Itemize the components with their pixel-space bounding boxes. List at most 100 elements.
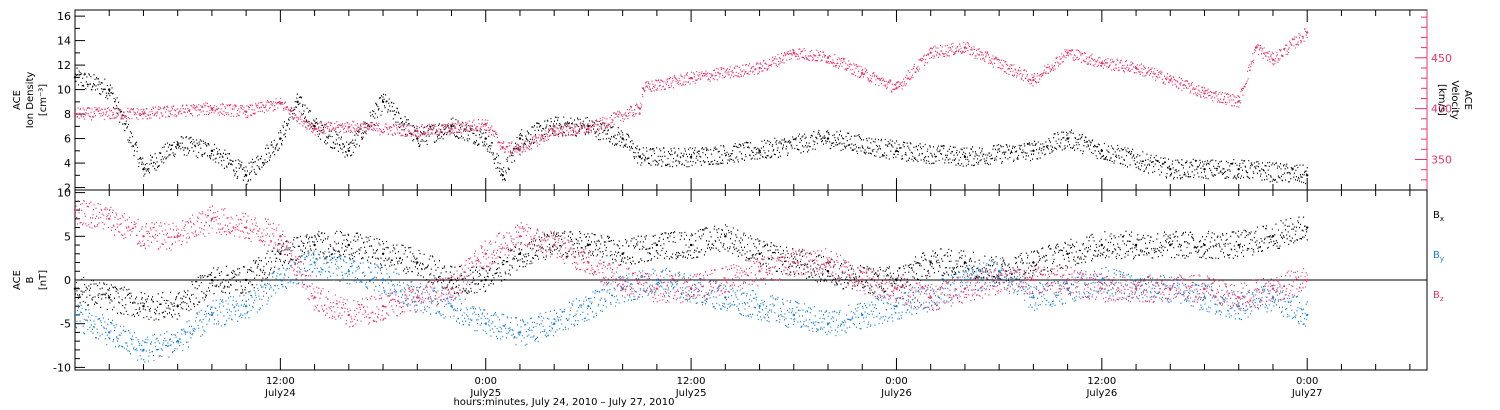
bottom-point-2-34 (1237, 296, 1240, 299)
x-tick-time-label: 12:00 (1087, 376, 1116, 387)
top-right-axis-title-3: [km/s] (1436, 84, 1447, 116)
top-point-1-10 (501, 146, 504, 149)
bottom-point-0-18 (689, 243, 693, 247)
top-panel-frame (74, 9, 1428, 191)
bottom-series-2-dots (75, 199, 1308, 328)
bottom-point-1-21 (792, 313, 795, 317)
bottom-point-2-3 (176, 235, 179, 238)
x-tick-date-label: July25 (469, 388, 501, 399)
bottom-point-0-25 (929, 261, 932, 264)
bottom-left-axis-title-1: ACE (12, 270, 23, 290)
bottom-point-0-9 (381, 252, 385, 255)
x-axis-title: hours:minutes, July 24, 2010 – July 27, … (453, 397, 674, 408)
bottom-point-2-2 (142, 235, 145, 238)
bottom-point-0-6 (279, 252, 282, 255)
top-point-0-3 (176, 143, 179, 146)
top-left-axis-title-1: ACE (12, 90, 23, 110)
bottom-left-tick-label: -5 (60, 318, 71, 331)
top-left-tick-label: 4 (64, 157, 71, 170)
bottom-point-1-30 (1100, 278, 1104, 282)
bottom-point-0-7 (313, 243, 316, 247)
top-point-0-22 (826, 137, 830, 140)
bottom-point-2-16 (621, 278, 624, 282)
bottom-point-2-0 (73, 208, 77, 212)
top-point-0-24 (963, 155, 967, 159)
top-point-0-15 (518, 137, 522, 140)
top-point-1-7 (416, 129, 419, 133)
top-left-axis-title-2: Ion Density (25, 72, 36, 129)
top-point-0-30 (1237, 168, 1240, 171)
top-point-0-29 (1203, 168, 1206, 171)
bottom-point-2-22 (826, 261, 830, 264)
bottom-point-0-17 (655, 243, 659, 247)
top-right-axis: 350 400 450 (1415, 10, 1452, 190)
x-tick-date-label: July26 (1085, 388, 1117, 399)
top-point-1-11 (518, 148, 522, 151)
bottom-series-0-dots (75, 216, 1308, 321)
top-series-1 (73, 28, 1309, 156)
top-point-0-10 (381, 100, 385, 104)
bottom-left-axis: -10 -5 0 5 10 (53, 187, 85, 374)
bottom-point-2-13 (518, 235, 522, 238)
bottom-point-0-36 (1306, 226, 1309, 229)
bottom-point-2-36 (1306, 278, 1309, 282)
top-left-tick-label: 2 (64, 182, 71, 195)
top-right-tick-label: 450 (1431, 52, 1452, 65)
bottom-point-2-29 (1066, 278, 1069, 282)
x-tick-time-label: 0:00 (885, 376, 907, 387)
bottom-point-1-11 (450, 305, 453, 308)
bottom-point-0-3 (176, 305, 179, 308)
bottom-point-2-1 (108, 217, 111, 220)
bottom-point-0-1 (108, 296, 111, 299)
bottom-panel: -10 -5 0 5 10 ACE B [nT] Bx By Bz (12, 187, 1444, 375)
bottom-point-1-35 (1271, 296, 1275, 299)
bottom-point-2-9 (381, 305, 385, 308)
legend-entry-x: Bx (1433, 210, 1444, 223)
top-point-1-12 (553, 129, 556, 133)
top-point-1-1 (142, 112, 145, 115)
bottom-point-0-16 (621, 252, 624, 255)
bottom-point-2-31 (1134, 287, 1138, 290)
top-series-1-dots (75, 28, 1308, 156)
top-point-0-0 (73, 76, 77, 79)
top-left-tick-label: 10 (57, 84, 71, 97)
x-tick-date-label: July27 (1291, 388, 1323, 399)
bottom-point-0-4 (210, 278, 214, 282)
top-series-0 (73, 67, 1309, 185)
top-point-0-1 (108, 88, 111, 91)
bottom-series-2 (73, 199, 1309, 328)
bottom-point-2-23 (861, 278, 864, 282)
top-point-0-14 (501, 174, 504, 177)
bottom-point-1-20 (758, 305, 761, 308)
bottom-point-1-4 (210, 313, 214, 317)
bottom-point-0-8 (347, 243, 350, 247)
bottom-point-2-21 (792, 261, 795, 264)
bottom-point-1-0 (73, 313, 77, 317)
bottom-point-2-30 (1100, 287, 1104, 290)
x-tick-date-label: July25 (675, 388, 707, 399)
bottom-point-1-7 (313, 261, 316, 264)
top-point-0-26 (1066, 137, 1069, 140)
top-right-axis-title-2: Velocity (1449, 80, 1460, 119)
top-point-0-9 (347, 149, 350, 152)
top-left-tick-label: 12 (57, 59, 71, 72)
x-tick-date-label: July26 (880, 388, 912, 399)
bottom-point-1-9 (381, 278, 385, 282)
top-point-0-17 (587, 125, 590, 128)
bottom-point-0-28 (1032, 261, 1035, 264)
bottom-point-2-27 (998, 278, 1001, 282)
top-point-1-24 (1032, 79, 1035, 82)
x-axis: 12:00July240:00July2512:00July250:00July… (108, 10, 1411, 399)
top-point-1-9 (484, 122, 487, 126)
bottom-point-2-7 (313, 296, 316, 299)
top-point-0-18 (621, 137, 624, 140)
bottom-point-2-4 (210, 217, 214, 220)
bottom-left-tick-label: 0 (64, 274, 71, 287)
bottom-point-1-14 (553, 322, 556, 325)
bottom-left-tick-label: -10 (53, 361, 71, 374)
bottom-point-0-33 (1203, 243, 1206, 247)
top-left-tick-label: 16 (57, 10, 71, 23)
bottom-point-0-10 (416, 261, 419, 264)
top-point-0-11 (416, 137, 419, 140)
bottom-point-2-19 (724, 278, 727, 282)
